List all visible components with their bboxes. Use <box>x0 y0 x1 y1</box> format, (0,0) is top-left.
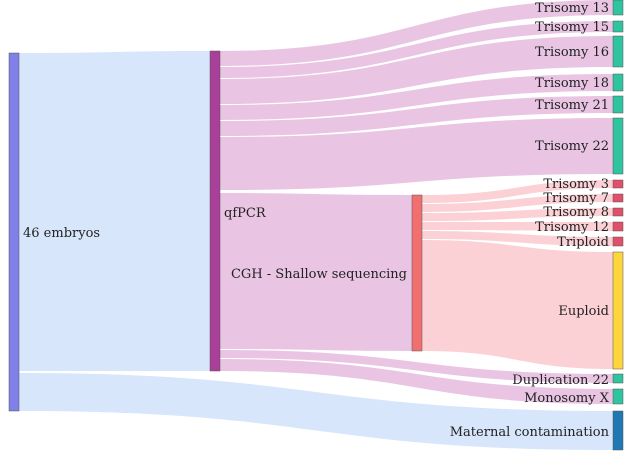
label-t8: Trisomy 8 <box>543 205 609 220</box>
link-cgh-to-t3 <box>422 180 613 203</box>
label-t12: Trisomy 12 <box>535 220 609 235</box>
link-qfpcr-to-monox <box>220 359 613 404</box>
link-qfpcr-to-t16 <box>220 36 613 104</box>
node-t15 <box>612 20 624 33</box>
link-cgh-to-euploid <box>422 240 613 369</box>
link-qfpcr-to-t18 <box>220 74 613 120</box>
label-t22: Trisomy 22 <box>535 139 609 154</box>
node-t18 <box>612 73 624 92</box>
link-qfpcr-to-t15 <box>220 21 613 78</box>
link-cgh-to-t7 <box>422 194 613 212</box>
node-monox <box>612 388 624 405</box>
node-dup22 <box>612 373 624 384</box>
node-t7 <box>612 193 624 203</box>
node-euploid <box>612 251 624 370</box>
node-triploid <box>612 236 624 247</box>
label-maternal: Maternal contamination <box>450 425 610 440</box>
link-qfpcr-to-t21 <box>220 96 613 136</box>
link-qfpcr-to-t22 <box>220 118 613 190</box>
link-qfpcr-to-cgh <box>220 193 412 351</box>
node-t3 <box>612 179 624 189</box>
node-t21 <box>612 95 624 114</box>
label-t13: Trisomy 13 <box>535 1 609 16</box>
label-cgh: CGH - Shallow sequencing <box>231 267 407 282</box>
link-qfpcr-to-t13 <box>220 0 613 66</box>
label-embryos: 46 embryos <box>23 226 100 241</box>
link-embryos-to-qfpcr <box>19 51 210 371</box>
link-cgh-to-t12 <box>422 222 613 231</box>
label-t15: Trisomy 15 <box>535 20 609 35</box>
label-qfpcr: qfPCR <box>224 206 267 221</box>
link-cgh-to-triploid <box>422 231 613 246</box>
label-t16: Trisomy 16 <box>535 45 609 60</box>
link-cgh-to-t8 <box>422 208 613 221</box>
label-t18: Trisomy 18 <box>535 76 609 91</box>
node-embryos <box>8 52 20 412</box>
node-t12 <box>612 221 624 232</box>
label-t7: Trisomy 7 <box>543 191 609 206</box>
label-dup22: Duplication 22 <box>512 373 609 388</box>
labels: 46 embryos qfPCR CGH - Shallow sequencing T… <box>23 1 610 440</box>
node-qfpcr <box>209 50 221 372</box>
node-t22 <box>612 117 624 175</box>
nodes <box>8 0 624 451</box>
label-triploid: Triploid <box>557 235 609 250</box>
link-qfpcr-to-dup22 <box>220 350 613 383</box>
label-t3: Trisomy 3 <box>543 177 609 192</box>
node-cgh <box>411 194 423 352</box>
node-t13 <box>612 0 624 16</box>
links <box>19 0 613 450</box>
label-monox: Monosomy X <box>524 391 610 406</box>
link-embryos-to-maternal <box>19 373 613 450</box>
node-t8 <box>612 207 624 217</box>
label-euploid: Euploid <box>558 304 609 319</box>
label-t21: Trisomy 21 <box>535 98 609 113</box>
node-maternal <box>612 410 624 451</box>
node-t16 <box>612 35 624 68</box>
